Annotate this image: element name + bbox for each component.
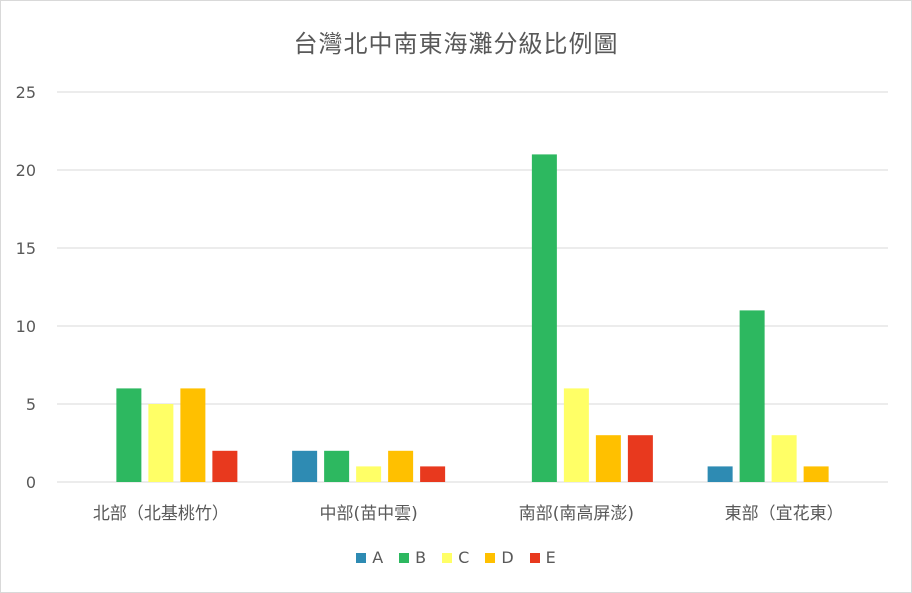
- bar-D-2: [595, 435, 621, 482]
- bar-D-1: [388, 450, 414, 482]
- bar-B-3: [739, 310, 765, 482]
- x-tick-label: 東部（宜花東）: [725, 504, 844, 524]
- legend-label: B: [415, 548, 427, 567]
- bar-A-1: [292, 450, 318, 482]
- bar-D-0: [180, 388, 206, 482]
- legend-label: E: [545, 548, 556, 567]
- bar-C-2: [563, 388, 589, 482]
- bar-C-0: [148, 404, 174, 482]
- bar-D-3: [803, 466, 829, 482]
- bar-B-2: [531, 154, 557, 482]
- bar-E-1: [420, 466, 446, 482]
- legend: A B C D E: [0, 548, 912, 567]
- x-tick-label: 中部(苗中雲): [319, 504, 417, 524]
- legend-swatch: [442, 552, 453, 563]
- y-tick-label: 5: [26, 395, 36, 414]
- x-tick-label: 南部(南高屏澎): [519, 504, 634, 524]
- bar-C-1: [356, 466, 382, 482]
- y-tick-label: 0: [26, 473, 36, 492]
- chart-title: 台灣北中南東海灘分級比例圖: [293, 30, 619, 58]
- legend-swatch: [356, 552, 367, 563]
- legend-item: D: [485, 548, 514, 567]
- legend-swatch: [529, 552, 540, 563]
- legend-label: C: [458, 548, 470, 567]
- legend-swatch: [485, 552, 496, 563]
- legend-label: A: [372, 548, 384, 567]
- y-tick-label: 25: [16, 83, 36, 102]
- legend-item: C: [442, 548, 469, 567]
- bar-B-1: [324, 450, 350, 482]
- y-tick-label: 10: [16, 317, 36, 336]
- legend-swatch: [399, 552, 410, 563]
- bar-B-0: [116, 388, 142, 482]
- bar-C-3: [771, 435, 797, 482]
- y-tick-label: 15: [16, 239, 36, 258]
- bar-E-0: [212, 450, 238, 482]
- legend-item: E: [529, 548, 556, 567]
- legend-label: D: [501, 548, 514, 567]
- x-tick-label: 北部（北基桃竹）: [93, 504, 229, 524]
- legend-item: B: [399, 548, 426, 567]
- bar-E-2: [627, 435, 653, 482]
- y-tick-label: 20: [16, 161, 36, 180]
- bar-A-3: [707, 466, 733, 482]
- legend-item: A: [356, 548, 383, 567]
